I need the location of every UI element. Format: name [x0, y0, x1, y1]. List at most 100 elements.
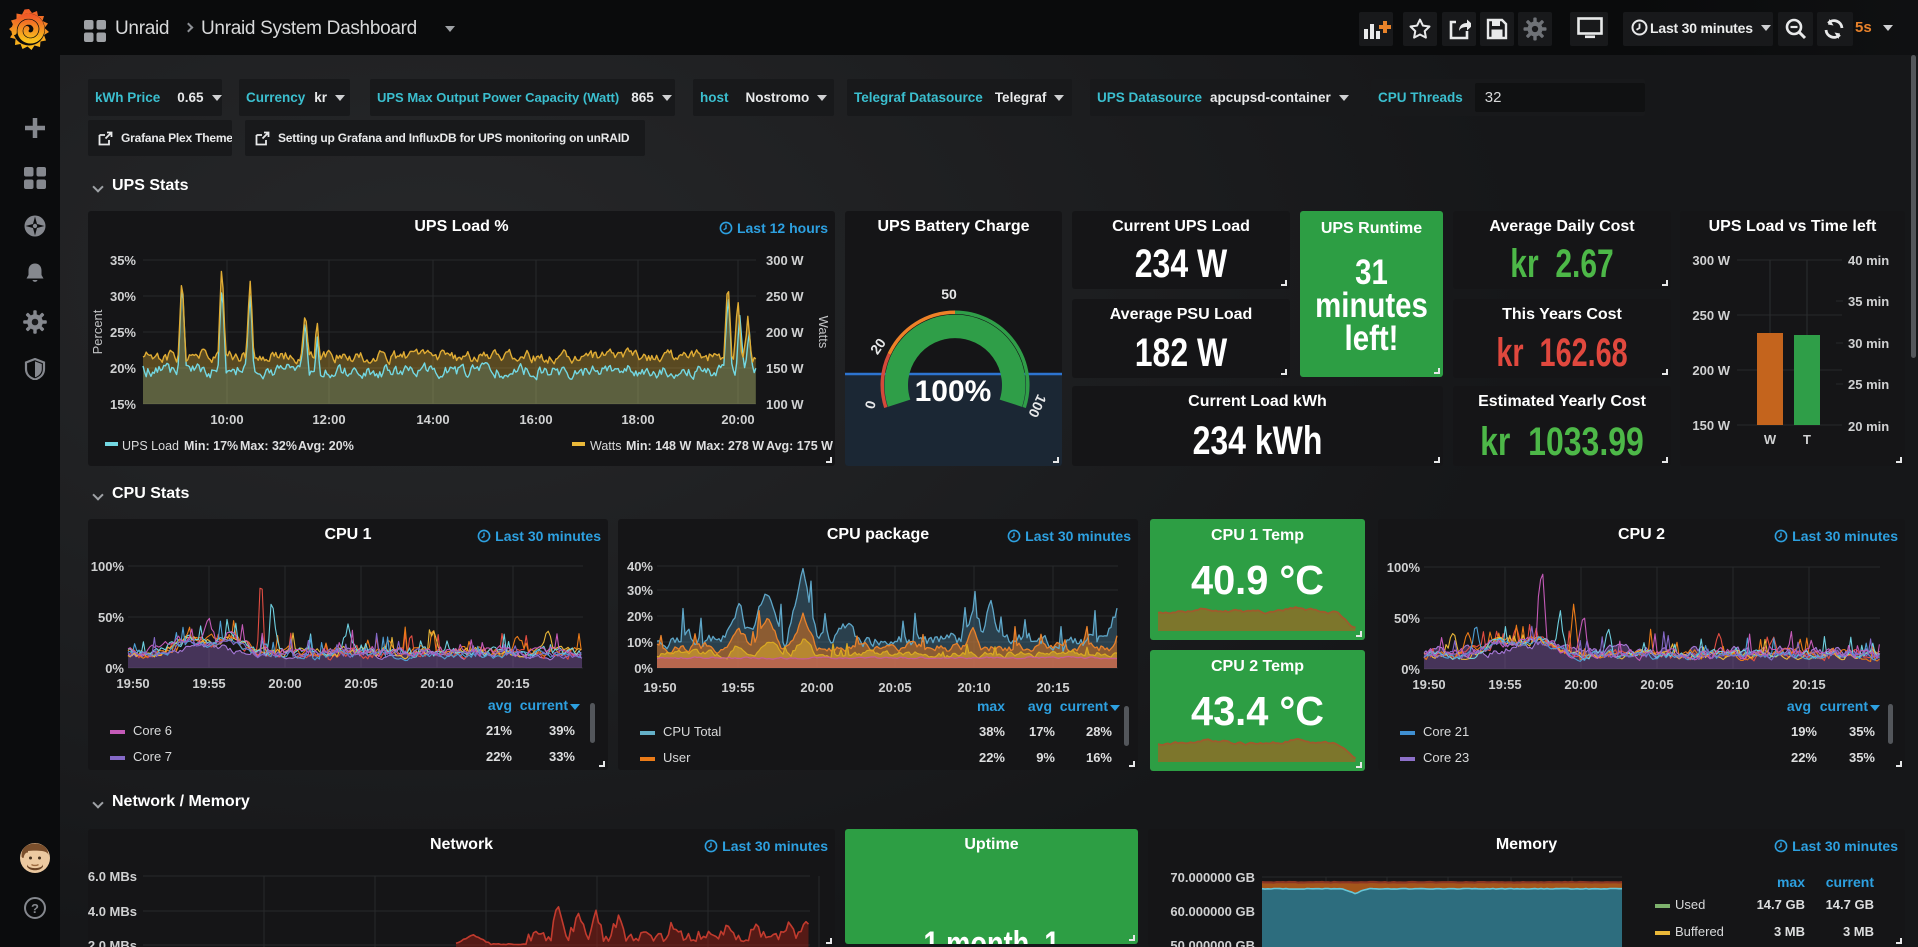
svg-text:20%: 20% — [110, 361, 136, 376]
svg-text:20:10: 20:10 — [420, 676, 453, 691]
svg-text:15%: 15% — [110, 397, 136, 412]
svg-text:6.0 MBs: 6.0 MBs — [88, 869, 137, 884]
svg-text:19%: 19% — [1791, 724, 1817, 739]
svg-text:19:50: 19:50 — [116, 676, 149, 691]
svg-text:10%: 10% — [627, 635, 653, 650]
svg-text:70.000000 GB: 70.000000 GB — [1170, 870, 1255, 885]
svg-text:250 W: 250 W — [1692, 308, 1730, 323]
svg-text:Core 6: Core 6 — [133, 723, 172, 738]
svg-text:0%: 0% — [1401, 662, 1420, 677]
svg-text:19:50: 19:50 — [643, 680, 676, 695]
svg-text:20:00: 20:00 — [800, 680, 833, 695]
svg-text:avg: avg — [1028, 698, 1052, 714]
svg-text:avg: avg — [488, 697, 512, 713]
svg-text:?: ? — [31, 901, 39, 916]
svg-text:avg: avg — [1787, 698, 1811, 714]
svg-text:max: max — [977, 698, 1005, 714]
svg-text:20:00: 20:00 — [721, 412, 754, 427]
svg-text:4.0 MBs: 4.0 MBs — [88, 904, 137, 919]
svg-text:3 MB: 3 MB — [1774, 924, 1805, 939]
svg-text:Core 21: Core 21 — [1423, 724, 1469, 739]
svg-text:30 min: 30 min — [1848, 336, 1889, 351]
svg-text:T: T — [1803, 432, 1811, 447]
svg-text:Used: Used — [1675, 897, 1705, 912]
svg-text:Watts: Watts — [590, 439, 621, 453]
svg-text:19:55: 19:55 — [192, 676, 225, 691]
svg-text:21%: 21% — [486, 723, 512, 738]
svg-text:Watts: Watts — [816, 316, 831, 349]
svg-text:50%: 50% — [98, 610, 124, 625]
svg-text:25%: 25% — [110, 325, 136, 340]
svg-text:current: current — [1060, 698, 1109, 714]
svg-text:Min: 17%: Min: 17% — [184, 439, 238, 453]
svg-text:22%: 22% — [1791, 750, 1817, 765]
svg-text:Max: 32%: Max: 32% — [240, 439, 297, 453]
svg-text:Percent: Percent — [90, 309, 105, 354]
svg-text:20:15: 20:15 — [496, 676, 529, 691]
svg-text:33%: 33% — [549, 749, 575, 764]
svg-text:35%: 35% — [1849, 724, 1875, 739]
svg-text:12:00: 12:00 — [312, 412, 345, 427]
svg-text:200 W: 200 W — [1692, 363, 1730, 378]
svg-text:0: 0 — [861, 399, 879, 411]
svg-text:3 MB: 3 MB — [1843, 924, 1874, 939]
svg-text:17%: 17% — [1029, 724, 1055, 739]
svg-text:Avg: 20%: Avg: 20% — [298, 439, 354, 453]
svg-text:40 min: 40 min — [1848, 253, 1889, 268]
svg-text:22%: 22% — [979, 750, 1005, 765]
svg-text:200 W: 200 W — [766, 325, 804, 340]
svg-text:300 W: 300 W — [766, 253, 804, 268]
svg-text:39%: 39% — [549, 723, 575, 738]
svg-text:W: W — [1764, 432, 1777, 447]
svg-text:UPS Load: UPS Load — [122, 439, 179, 453]
svg-text:60.000000 GB: 60.000000 GB — [1170, 904, 1255, 919]
svg-text:250 W: 250 W — [766, 289, 804, 304]
svg-text:Buffered: Buffered — [1675, 924, 1724, 939]
svg-text:100%: 100% — [91, 559, 125, 574]
svg-text:100%: 100% — [915, 375, 992, 408]
svg-text:20:00: 20:00 — [1564, 677, 1597, 692]
svg-text:50: 50 — [941, 286, 957, 302]
svg-text:14:00: 14:00 — [416, 412, 449, 427]
svg-text:50.000000 GB: 50.000000 GB — [1170, 938, 1255, 947]
svg-text:20:10: 20:10 — [1716, 677, 1749, 692]
svg-text:9%: 9% — [1036, 750, 1055, 765]
svg-text:CPU Total: CPU Total — [663, 724, 721, 739]
svg-text:20:05: 20:05 — [344, 676, 377, 691]
svg-text:19:55: 19:55 — [721, 680, 754, 695]
svg-text:30%: 30% — [110, 289, 136, 304]
svg-text:300 W: 300 W — [1692, 253, 1730, 268]
svg-text:10:00: 10:00 — [210, 412, 243, 427]
svg-text:35 min: 35 min — [1848, 294, 1889, 309]
svg-text:20:10: 20:10 — [957, 680, 990, 695]
svg-text:16%: 16% — [1086, 750, 1112, 765]
svg-text:19:55: 19:55 — [1488, 677, 1521, 692]
svg-text:25 min: 25 min — [1848, 377, 1889, 392]
svg-text:35%: 35% — [1849, 750, 1875, 765]
svg-text:0%: 0% — [105, 661, 124, 676]
svg-text:2.0 MBs: 2.0 MBs — [88, 938, 137, 947]
svg-text:28%: 28% — [1086, 724, 1112, 739]
svg-text:0%: 0% — [634, 661, 653, 676]
svg-text:16:00: 16:00 — [519, 412, 552, 427]
svg-text:50%: 50% — [1394, 611, 1420, 626]
svg-text:20:05: 20:05 — [1640, 677, 1673, 692]
svg-text:30%: 30% — [627, 583, 653, 598]
svg-text:150 W: 150 W — [766, 361, 804, 376]
svg-text:20:15: 20:15 — [1036, 680, 1069, 695]
svg-text:20:00: 20:00 — [268, 676, 301, 691]
svg-text:Core 23: Core 23 — [1423, 750, 1469, 765]
svg-text:20:15: 20:15 — [1792, 677, 1825, 692]
svg-text:current: current — [1826, 874, 1875, 890]
svg-text:Avg: 175 W: Avg: 175 W — [766, 439, 833, 453]
svg-text:18:00: 18:00 — [621, 412, 654, 427]
svg-text:35%: 35% — [110, 253, 136, 268]
svg-text:20%: 20% — [627, 609, 653, 624]
svg-text:current: current — [520, 697, 569, 713]
svg-text:150 W: 150 W — [1692, 418, 1730, 433]
svg-text:Core 7: Core 7 — [133, 749, 172, 764]
svg-text:current: current — [1820, 698, 1869, 714]
svg-text:Max: 278 W: Max: 278 W — [696, 439, 764, 453]
svg-text:40%: 40% — [627, 559, 653, 574]
svg-text:19:50: 19:50 — [1412, 677, 1445, 692]
